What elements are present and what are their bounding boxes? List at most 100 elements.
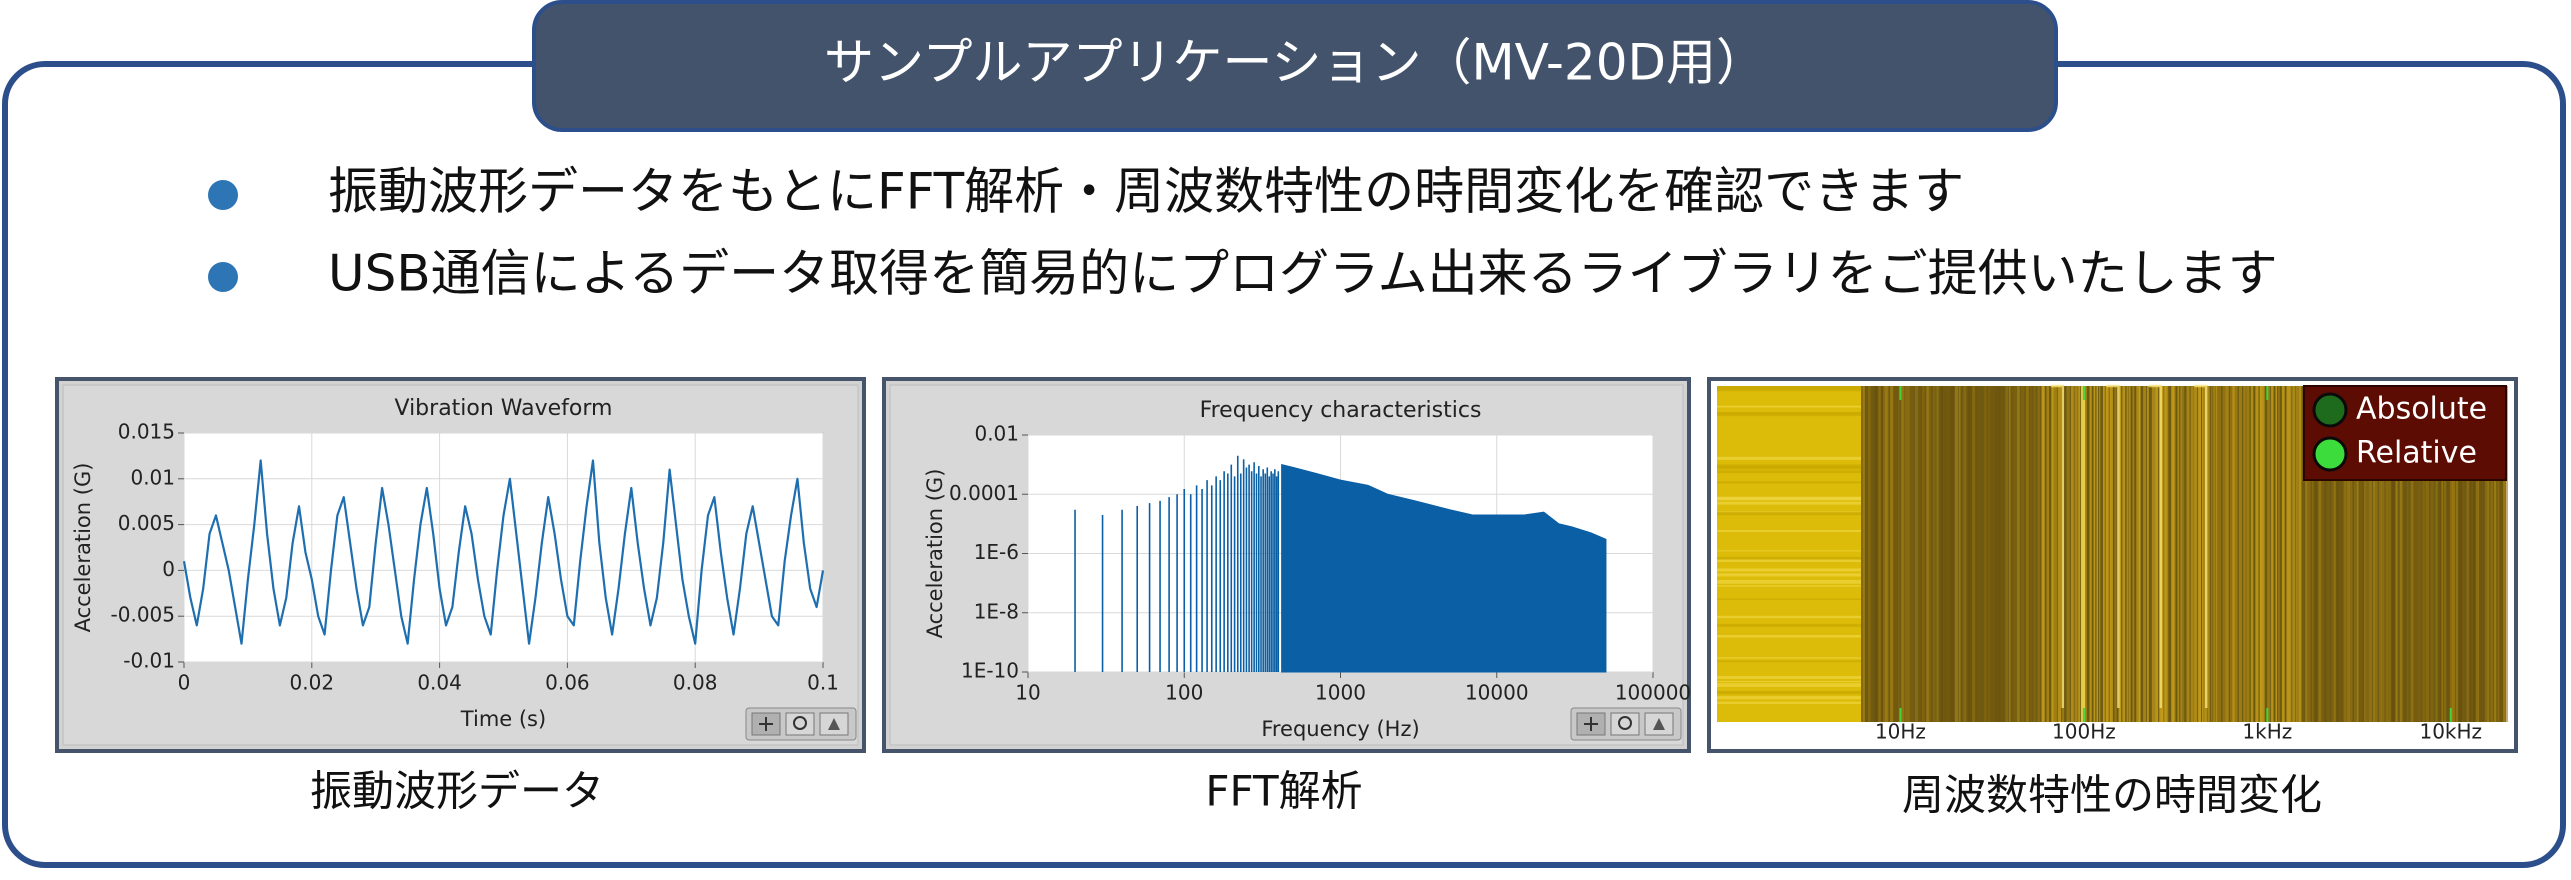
- spectrogram-texture: [2155, 386, 2159, 722]
- spectrogram-texture: [1717, 470, 1861, 474]
- spectrogram-texture: [1717, 389, 1861, 392]
- y-axis-label: Acceleration (G): [71, 463, 95, 633]
- x-tick-label: 1kHz: [2242, 720, 2292, 744]
- spectrogram-texture: [2311, 386, 2314, 722]
- spectrogram-texture: [1717, 556, 1861, 560]
- spectrogram-texture: [1898, 386, 1901, 722]
- spectrogram-texture: [2331, 386, 2334, 722]
- spectrogram-texture: [2084, 386, 2087, 722]
- x-axis-label: Frequency (Hz): [1261, 717, 1419, 741]
- spectrogram-texture: [1717, 405, 1861, 408]
- spectrogram-texture: [1909, 386, 1914, 722]
- toolbar-button: [1610, 712, 1640, 736]
- header-box: [532, 0, 2058, 132]
- spectrogram-texture: [2114, 386, 2117, 722]
- toolbar-button: [785, 712, 815, 736]
- x-tick-label: 0.04: [417, 671, 462, 695]
- plot-area: [183, 432, 824, 663]
- spectrogram-texture: [1907, 386, 1910, 722]
- spectrogram-texture: [2449, 386, 2453, 722]
- x-tick-label: 0: [178, 671, 191, 695]
- spectrogram-texture: [2298, 386, 2302, 722]
- spectrogram-texture: [1988, 386, 1991, 722]
- spectrogram-texture: [2139, 386, 2141, 722]
- spectrogram-texture: [1717, 529, 1861, 532]
- x-tick-label: 100Hz: [2052, 720, 2116, 744]
- toolbar-icon: [828, 718, 840, 730]
- spectrogram-texture: [2014, 386, 2016, 722]
- caption: 振動波形データ: [310, 767, 604, 816]
- spectrogram-texture: [2305, 386, 2308, 722]
- spectrogram-texture: [2497, 386, 2500, 722]
- spectrogram-texture: [2381, 386, 2385, 722]
- spectrogram-texture: [2468, 386, 2472, 722]
- spectrogram-texture: [2373, 386, 2376, 722]
- chart-title: Frequency characteristics: [1200, 398, 1482, 423]
- spectrogram-texture: [2066, 386, 2070, 722]
- spectrogram-texture: [2193, 386, 2198, 722]
- bullet-text: 振動波形データをもとにFFT解析・周波数特性の時間変化を確認できます: [328, 163, 1964, 221]
- x-scale-band: [1717, 722, 2506, 744]
- spectrogram-texture: [2229, 386, 2234, 722]
- spectrogram-texture: [2430, 386, 2434, 722]
- spectrogram-texture: [2439, 386, 2442, 722]
- spectrogram-texture: [2378, 386, 2382, 722]
- spectrogram-texture: [1717, 501, 1861, 505]
- spectrogram-texture: [1717, 465, 1861, 470]
- spectrogram-texture: [1926, 386, 1929, 722]
- spectrogram-texture: [1972, 386, 1976, 722]
- spectrogram-texture: [2275, 386, 2278, 722]
- spectrogram-texture: [1883, 386, 1887, 722]
- spectrogram-texture: [2132, 386, 2135, 722]
- spectrogram-texture: [2232, 386, 2235, 722]
- spectrogram-texture: [2259, 386, 2263, 722]
- spectrogram-texture: [2406, 386, 2409, 722]
- spectrogram-texture: [2418, 386, 2421, 722]
- spectrogram-texture: [1717, 481, 1861, 484]
- spectrogram-texture: [2333, 386, 2336, 722]
- spectrogram-texture: [1928, 386, 1931, 722]
- x-tick-label: 100: [1165, 681, 1203, 705]
- spectrogram-texture: [2359, 386, 2363, 722]
- toolbar-icon: [1618, 716, 1632, 730]
- x-tick-label: 10: [1015, 681, 1040, 705]
- spectrogram-texture: [1990, 386, 1994, 722]
- toolbar-icon: [1653, 718, 1665, 730]
- spectrogram-texture: [2198, 386, 2202, 722]
- spectrogram-texture: [2074, 386, 2078, 722]
- x-tick-label: 10Hz: [1875, 720, 1926, 744]
- spectrogram-texture: [1717, 691, 1861, 695]
- spectrogram-texture: [2174, 386, 2176, 722]
- y-tick-label: 1E-10: [961, 659, 1019, 683]
- spectrogram-texture: [2250, 386, 2254, 722]
- spectrogram-texture: [2395, 386, 2398, 722]
- spectrogram-texture: [2278, 386, 2280, 722]
- y-tick-label: -0.005: [111, 603, 175, 627]
- spectrogram-texture: [1958, 386, 1961, 722]
- y-tick-label: -0.01: [123, 649, 175, 673]
- spectrogram-texture: [2194, 384, 2208, 708]
- spectrogram-texture: [2441, 386, 2444, 722]
- y-tick-label: 0.01: [130, 465, 175, 489]
- spectrogram-texture: [2201, 386, 2204, 722]
- spectrogram-texture: [2078, 386, 2081, 722]
- spectrogram-texture: [2485, 386, 2488, 722]
- spectrogram-texture: [1717, 573, 1861, 577]
- spectrogram-texture: [2388, 386, 2391, 722]
- spectrogram-texture: [2347, 386, 2350, 722]
- spectrogram-texture: [2466, 386, 2470, 722]
- spectrogram-texture: [1878, 386, 1882, 722]
- spectrogram-texture: [2354, 386, 2358, 722]
- header-title: サンプルアプリケーション（MV-20D用）: [824, 34, 1766, 92]
- spectrogram-texture: [2164, 386, 2168, 722]
- spectrogram-texture: [2050, 384, 2065, 708]
- spectrogram-texture: [2126, 386, 2129, 722]
- spectrogram-texture: [2458, 386, 2463, 722]
- spectrogram-texture: [1890, 386, 1894, 722]
- x-tick-label: 100000: [1615, 681, 1691, 705]
- spectrogram-texture: [2008, 386, 2011, 722]
- y-tick-label: 0.015: [118, 420, 175, 444]
- spectrogram-texture: [2503, 386, 2506, 722]
- spectrogram-texture: [2182, 386, 2185, 722]
- spectrogram-texture: [2308, 386, 2311, 722]
